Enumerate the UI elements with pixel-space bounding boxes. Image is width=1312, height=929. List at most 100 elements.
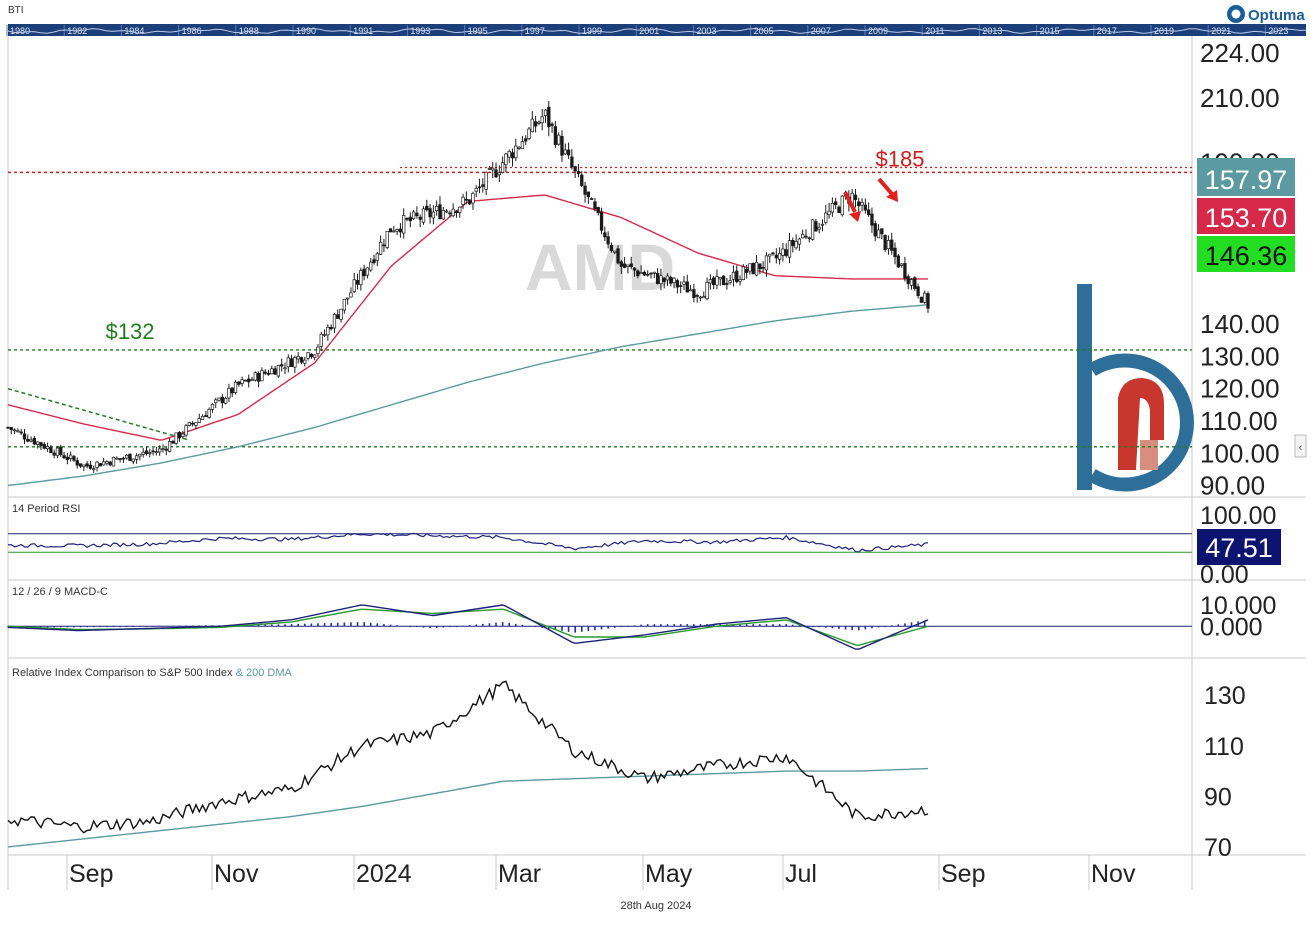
candle-body bbox=[919, 296, 924, 303]
candle-body bbox=[570, 156, 574, 168]
resistance-label: $185 bbox=[876, 146, 925, 171]
macd-histogram-bar bbox=[468, 625, 471, 627]
macd-histogram-bar bbox=[402, 625, 405, 627]
company-logo bbox=[1077, 284, 1194, 492]
candle-body bbox=[247, 378, 251, 383]
candle-body bbox=[659, 275, 663, 285]
candle-body bbox=[573, 166, 577, 172]
candle-body bbox=[365, 267, 370, 276]
macd-histogram-bar bbox=[310, 623, 313, 627]
overview-year-label: 1997 bbox=[525, 26, 545, 36]
candle-body bbox=[758, 263, 762, 270]
candle-body bbox=[32, 437, 37, 445]
candle-body bbox=[547, 106, 551, 128]
candle-body bbox=[583, 185, 587, 195]
macd-histogram-bar bbox=[580, 626, 583, 632]
candle-body bbox=[665, 275, 670, 281]
candle-body bbox=[187, 421, 192, 426]
collapse-panel-button[interactable]: ‹ bbox=[1294, 434, 1307, 458]
candle-body bbox=[444, 210, 449, 213]
downtrend-line bbox=[7, 387, 191, 442]
candle-body bbox=[336, 314, 340, 319]
candle-body bbox=[606, 236, 610, 245]
candle-body bbox=[118, 458, 122, 460]
candle-body bbox=[563, 149, 567, 155]
candle-body bbox=[560, 136, 564, 156]
candle-body bbox=[22, 433, 27, 440]
candle-body bbox=[652, 271, 656, 274]
candle-body bbox=[408, 216, 412, 222]
macd-histogram-bar bbox=[376, 623, 379, 627]
candle-body bbox=[210, 404, 215, 410]
macd-histogram-bar bbox=[765, 624, 768, 627]
candle-body bbox=[725, 283, 729, 285]
candle-body bbox=[679, 285, 683, 287]
time-tick-label: May bbox=[645, 860, 693, 888]
macd-histogram-bar bbox=[752, 624, 755, 627]
candle-body bbox=[771, 252, 775, 255]
overview-year-label: 2021 bbox=[1211, 26, 1231, 36]
candle-body bbox=[167, 441, 172, 452]
candle-body bbox=[860, 202, 864, 206]
candle-body bbox=[177, 431, 182, 439]
macd-histogram-bar bbox=[350, 622, 352, 627]
macd-histogram-bar bbox=[139, 626, 141, 627]
overview-year-label: 1993 bbox=[410, 26, 430, 36]
overview-year-label: 2003 bbox=[696, 26, 716, 36]
candle-body bbox=[804, 235, 808, 238]
candle-body bbox=[306, 352, 310, 359]
candle-body bbox=[250, 379, 254, 381]
candle-body bbox=[768, 253, 772, 257]
candle-body bbox=[313, 354, 317, 358]
price-tick-label: 120.00 bbox=[1200, 374, 1280, 404]
candle-body bbox=[121, 457, 126, 460]
candle-body bbox=[378, 241, 383, 255]
candle-body bbox=[451, 208, 455, 217]
macd-histogram-bar bbox=[106, 626, 108, 628]
macd-histogram-bar bbox=[778, 624, 781, 627]
candle-body bbox=[421, 208, 426, 223]
candle-body bbox=[649, 272, 653, 275]
close-price-label: 157.97 bbox=[1197, 158, 1295, 196]
candle-body bbox=[62, 455, 66, 459]
time-tick-label: Mar bbox=[498, 860, 541, 888]
overview-bar[interactable] bbox=[8, 24, 1306, 36]
candle-body bbox=[497, 172, 501, 176]
candle-body bbox=[223, 398, 228, 404]
candle-body bbox=[636, 270, 640, 277]
symbol-label: BTI bbox=[8, 5, 24, 16]
macd-histogram-bar bbox=[844, 626, 847, 630]
macd-histogram-bar bbox=[270, 624, 273, 627]
candle-body bbox=[807, 237, 811, 240]
candle-body bbox=[260, 370, 264, 382]
overview-year-label: 1991 bbox=[353, 26, 373, 36]
macd-histogram-bar bbox=[198, 625, 201, 627]
rsi-title: 14 Period RSI bbox=[12, 503, 80, 515]
candle-body bbox=[695, 295, 699, 297]
macd-histogram-bar bbox=[185, 625, 187, 627]
candle-body bbox=[352, 279, 356, 292]
candle-body bbox=[45, 446, 50, 450]
candle-body bbox=[270, 368, 274, 375]
candle-body bbox=[345, 297, 350, 300]
macd-histogram-bar bbox=[191, 625, 194, 627]
macd-histogram-bar bbox=[640, 624, 642, 627]
macd-histogram-bar bbox=[587, 626, 590, 631]
candle-body bbox=[299, 357, 304, 363]
time-tick-label: Sep bbox=[941, 860, 985, 888]
macd-tick-10: 10.000 bbox=[1200, 592, 1276, 620]
candle-body bbox=[524, 138, 528, 142]
candle-body bbox=[286, 357, 290, 368]
candle-body bbox=[148, 452, 152, 454]
candle-body bbox=[896, 255, 900, 268]
candle-body bbox=[316, 346, 320, 354]
candle-body bbox=[527, 128, 531, 139]
candle-body bbox=[586, 191, 591, 198]
macd-histogram-bar bbox=[53, 626, 55, 628]
candle-body bbox=[78, 463, 83, 467]
brand-label: Optuma bbox=[1248, 7, 1305, 24]
candle-body bbox=[448, 212, 452, 215]
candle-body bbox=[857, 201, 861, 207]
candle-body bbox=[500, 162, 505, 173]
